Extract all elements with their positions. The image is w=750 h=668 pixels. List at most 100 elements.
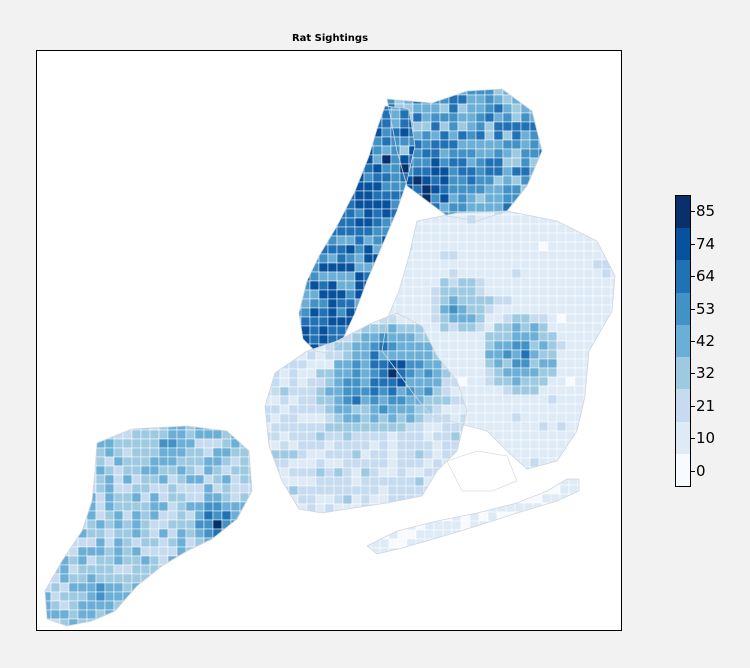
colorbar-tick-label: 53 (696, 300, 716, 318)
census-tract (421, 277, 432, 288)
census-tract (333, 476, 344, 487)
census-tract (390, 181, 401, 192)
census-tract (378, 368, 389, 379)
census-tract (415, 547, 426, 554)
census-tract (484, 223, 495, 234)
census-tract (493, 166, 504, 177)
census-tract (592, 313, 603, 324)
census-tract (502, 358, 513, 369)
census-tract (345, 244, 356, 255)
census-tract (388, 538, 399, 549)
census-tract (230, 609, 241, 620)
census-tract (345, 136, 356, 147)
census-tract (484, 376, 495, 387)
census-tract (77, 573, 88, 584)
census-tract (550, 502, 561, 513)
census-tract (336, 271, 347, 282)
census-tract (390, 244, 401, 255)
census-tract (412, 130, 423, 141)
census-tract (114, 628, 123, 631)
census-tract (583, 286, 594, 297)
census-tract (493, 184, 504, 195)
census-tract (185, 492, 196, 503)
census-tract (297, 476, 308, 487)
colorbar-segment (676, 228, 690, 261)
census-tract (239, 519, 250, 530)
census-tract (559, 493, 570, 504)
census-tract (478, 529, 489, 540)
census-tract (381, 136, 392, 147)
census-tract (113, 492, 124, 503)
census-tract (336, 235, 347, 246)
census-tract (248, 519, 252, 530)
census-tract (327, 154, 338, 165)
census-tract (405, 350, 416, 361)
census-tract (523, 547, 534, 554)
census-tract (131, 600, 142, 611)
census-tract (478, 538, 489, 549)
census-tract (441, 467, 452, 478)
census-tract (469, 479, 480, 486)
census-tract (414, 377, 425, 388)
census-tract (167, 483, 178, 494)
census-tract (412, 112, 423, 123)
census-tract (520, 322, 531, 333)
census-tract (270, 422, 281, 433)
census-tract (496, 493, 507, 504)
colorbar-segment (676, 292, 690, 325)
census-tract (601, 322, 612, 333)
census-tract (342, 440, 353, 451)
census-tract (95, 519, 106, 530)
census-tract (412, 214, 423, 225)
census-tract (270, 476, 281, 487)
census-tract (318, 154, 329, 165)
census-tract (149, 501, 160, 512)
census-tract (149, 537, 160, 548)
census-tract (610, 394, 615, 405)
census-tract (405, 512, 416, 513)
census-tract (369, 431, 380, 442)
census-tract (469, 502, 480, 513)
census-tract (50, 429, 61, 440)
census-tract (574, 331, 585, 342)
census-tract (333, 467, 344, 478)
census-tract (443, 557, 452, 566)
census-tract (414, 359, 425, 370)
census-tract (511, 250, 522, 261)
census-tract (68, 492, 79, 503)
census-tract (529, 268, 540, 279)
census-tract (475, 349, 486, 360)
census-tract (354, 106, 365, 111)
census-tract (439, 121, 450, 132)
census-tract (68, 429, 79, 440)
census-tract (548, 131, 557, 140)
census-tract (412, 157, 423, 168)
census-tract (95, 573, 106, 584)
census-tract (620, 440, 622, 449)
census-tract (95, 456, 106, 467)
census-tract (577, 479, 579, 486)
census-tract (459, 503, 467, 513)
census-tract (360, 467, 371, 478)
census-tract (300, 109, 311, 120)
census-tract (230, 438, 241, 449)
census-tract (140, 600, 151, 611)
census-tract (230, 546, 241, 557)
census-tract (239, 429, 250, 440)
census-tract (511, 112, 522, 123)
census-tract (556, 322, 567, 333)
census-tract (351, 485, 362, 496)
census-tract (194, 609, 205, 620)
census-tract (405, 431, 416, 442)
census-tract (421, 175, 432, 186)
census-tract (520, 304, 531, 315)
census-tract (556, 421, 567, 432)
census-tract (548, 113, 557, 122)
census-tract (466, 139, 477, 150)
census-tract (342, 476, 353, 487)
census-tract (538, 259, 549, 270)
census-tract (433, 502, 444, 513)
census-tract (577, 547, 579, 554)
census-tract (423, 404, 434, 415)
census-tract (529, 457, 540, 468)
